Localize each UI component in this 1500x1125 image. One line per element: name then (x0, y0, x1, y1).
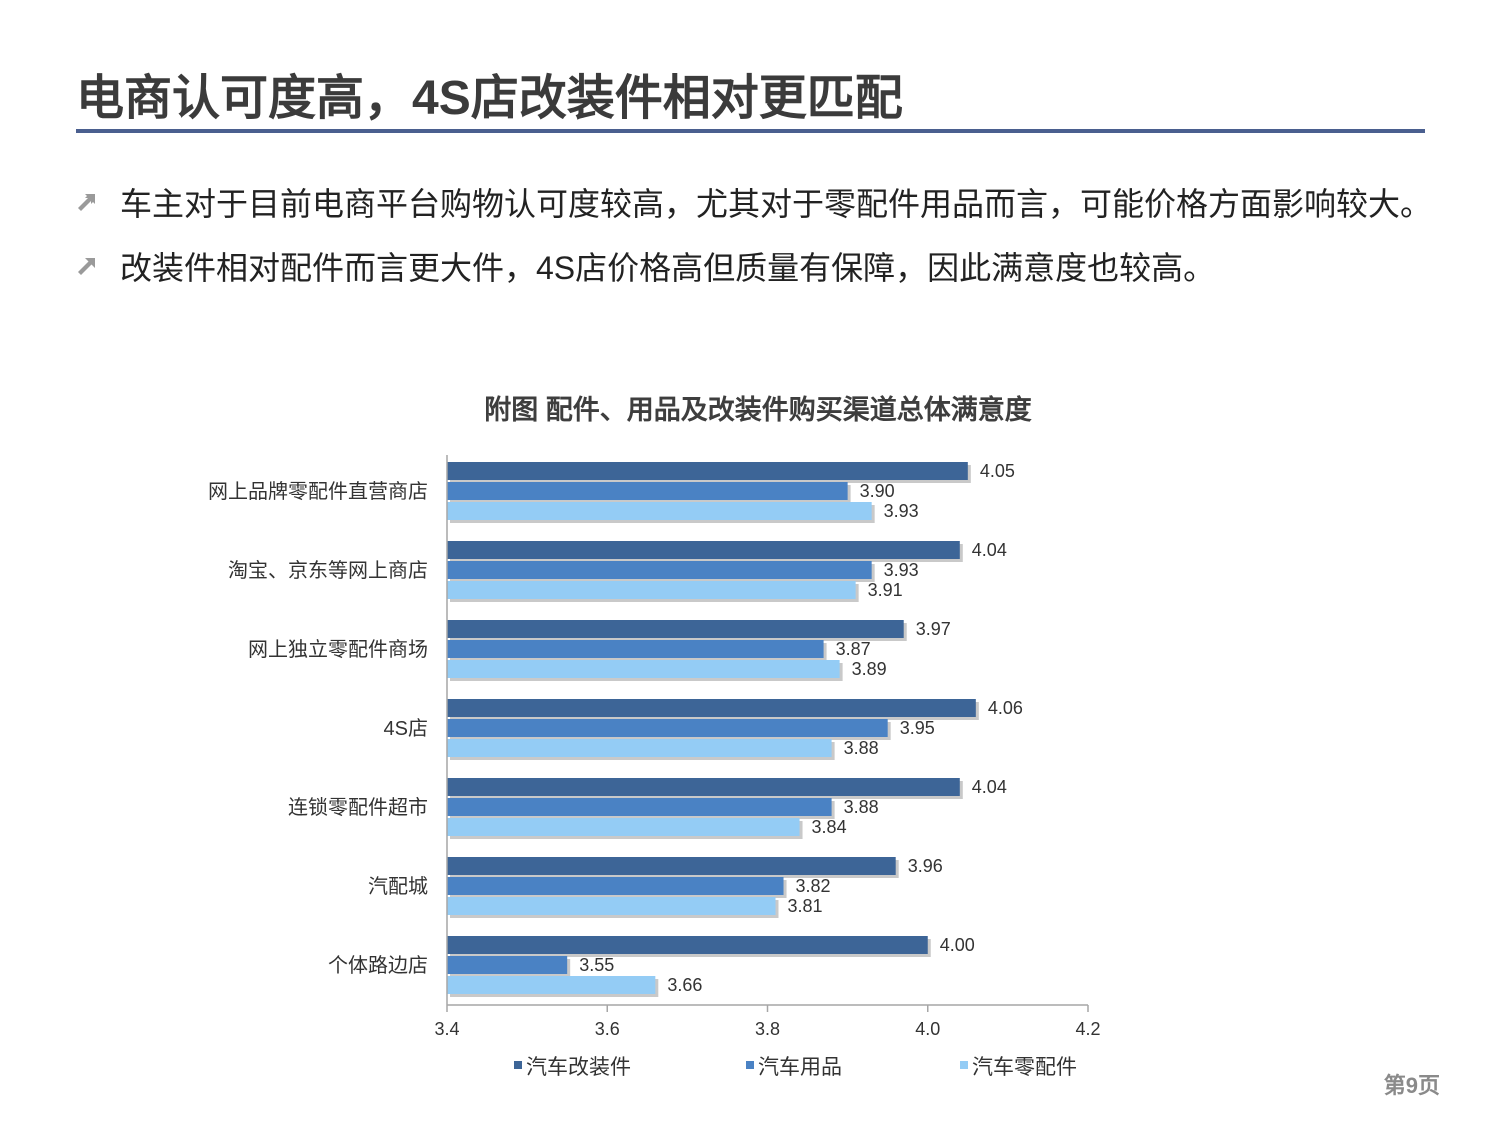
bullet-text: 改装件相对配件而言更大件，4S店价格高但质量有保障，因此满意度也较高。 (120, 250, 1216, 286)
bar (447, 857, 896, 875)
bar (447, 798, 832, 816)
bar (447, 739, 832, 757)
data-label: 3.88 (844, 738, 879, 758)
x-tick-label: 3.8 (755, 1019, 780, 1039)
data-label: 3.55 (579, 955, 614, 975)
bar (447, 936, 928, 954)
category-label: 淘宝、京东等网上商店 (228, 559, 428, 582)
x-tick-label: 4.2 (1075, 1019, 1100, 1039)
x-tick-label: 3.4 (434, 1019, 459, 1039)
bar (447, 956, 568, 974)
bar (447, 561, 872, 579)
legend-swatch (514, 1061, 522, 1069)
bar (447, 976, 656, 994)
data-label: 3.89 (852, 659, 887, 679)
data-label: 4.06 (988, 698, 1023, 718)
bar (447, 640, 824, 658)
bar (447, 502, 872, 520)
bar (447, 719, 888, 737)
bullet-item: 改装件相对配件而言更大件，4S店价格高但质量有保障，因此满意度也较高。 (76, 234, 1432, 298)
data-label: 3.91 (868, 580, 903, 600)
category-label: 网上独立零配件商场 (248, 638, 428, 661)
bar (447, 818, 800, 836)
arrow-up-right-icon (76, 249, 120, 283)
bar (447, 660, 840, 678)
bar (447, 541, 960, 559)
data-label: 3.81 (788, 896, 823, 916)
category-label: 汽配城 (368, 875, 428, 898)
data-label: 4.04 (972, 777, 1007, 797)
data-label: 4.00 (940, 935, 975, 955)
bullet-text: 车主对于目前电商平台购物认可度较高，尤其对于零配件用品而言，可能价格方面影响较大… (120, 186, 1433, 222)
arrow-up-right-icon (76, 185, 120, 219)
bar (447, 482, 848, 500)
data-label: 3.66 (667, 975, 702, 995)
legend-label: 汽车改装件 (526, 1056, 631, 1079)
data-label: 3.82 (796, 876, 831, 896)
x-tick-label: 4.0 (915, 1019, 940, 1039)
legend-swatch (746, 1061, 754, 1069)
page-number: 第9页 (1383, 1073, 1440, 1098)
bullet-item: 车主对于目前电商平台购物认可度较高，尤其对于零配件用品而言，可能价格方面影响较大… (76, 170, 1432, 234)
category-label: 个体路边店 (328, 954, 428, 977)
x-tick-label: 3.6 (595, 1019, 620, 1039)
bar (447, 462, 968, 480)
data-label: 3.96 (908, 856, 943, 876)
data-label: 3.93 (884, 501, 919, 521)
data-label: 3.90 (860, 481, 895, 501)
data-label: 3.95 (900, 718, 935, 738)
title-rule (76, 129, 1425, 133)
chart-title: 附图 配件、用品及改装件购买渠道总体满意度 (484, 395, 1032, 425)
data-label: 3.84 (812, 817, 847, 837)
legend-label: 汽车用品 (758, 1056, 842, 1079)
data-label: 4.04 (972, 540, 1007, 560)
category-label: 4S店 (384, 717, 428, 740)
page-title: 电商认可度高，4S店改装件相对更匹配 (76, 72, 903, 125)
bar (447, 897, 776, 915)
legend-swatch (960, 1061, 968, 1069)
data-label: 3.88 (844, 797, 879, 817)
category-label: 连锁零配件超市 (288, 796, 428, 819)
bar (447, 877, 784, 895)
category-label: 网上品牌零配件直营商店 (208, 480, 428, 503)
bar (447, 699, 976, 717)
data-label: 3.97 (916, 619, 951, 639)
bar (447, 778, 960, 796)
data-label: 3.87 (836, 639, 871, 659)
data-label: 4.05 (980, 461, 1015, 481)
bar (447, 620, 904, 638)
data-label: 3.93 (884, 560, 919, 580)
legend-label: 汽车零配件 (972, 1056, 1077, 1079)
bar (447, 581, 856, 599)
bullet-list: 车主对于目前电商平台购物认可度较高，尤其对于零配件用品而言，可能价格方面影响较大… (76, 170, 1432, 298)
